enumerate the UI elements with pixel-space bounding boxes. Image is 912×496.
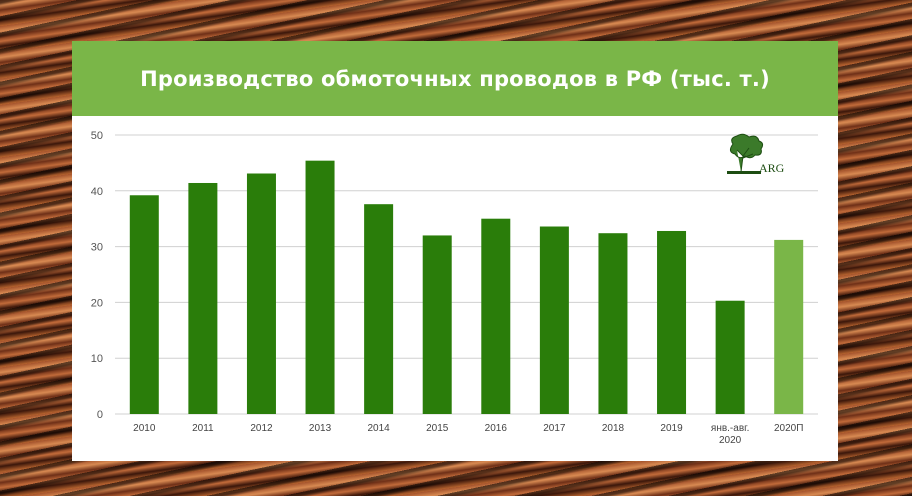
bar	[364, 204, 394, 414]
x-tick-label: 2012	[250, 423, 273, 434]
bar	[422, 235, 452, 414]
y-tick-label: 20	[91, 297, 103, 309]
x-tick-label-line: 2019	[660, 423, 683, 434]
bars	[129, 160, 804, 414]
x-tick-label-line: 2012	[250, 423, 273, 434]
y-tick-label: 10	[91, 353, 103, 365]
title-bar: Производство обмоточных проводов в РФ (т…	[72, 41, 838, 116]
x-tick-label: 2011	[192, 423, 214, 434]
x-tick-label-line: 2020	[719, 435, 742, 446]
bar	[774, 239, 804, 414]
x-tick-label: 2017	[543, 423, 566, 434]
logo-ground	[727, 171, 761, 174]
grid-lines	[115, 134, 818, 415]
x-tick-label: 2020П	[774, 423, 803, 434]
y-axis-ticks: 0 10 20 30 40 50	[91, 130, 103, 421]
y-tick-label: 0	[97, 409, 103, 421]
y-tick-label: 30	[91, 242, 103, 254]
y-tick-label: 50	[91, 130, 103, 142]
x-tick-label-line: 2016	[485, 423, 508, 434]
bar	[598, 233, 628, 414]
chart-panel: Производство обмоточных проводов в РФ (т…	[72, 41, 838, 461]
x-tick-label: 2016	[485, 423, 508, 434]
bar	[129, 195, 159, 414]
x-axis-ticks: 2010 2011 2012 2013 2014 2015 2016 2017 2018 2019…	[133, 423, 803, 446]
x-tick-label-line: янв.-авг.	[711, 423, 749, 434]
x-tick-label-line: 2010	[133, 423, 156, 434]
bar	[305, 160, 335, 414]
x-tick-label: 2014	[368, 423, 391, 434]
x-tick-label: 2010	[133, 423, 156, 434]
x-tick-label-line: 2015	[426, 423, 449, 434]
x-tick-label-line: 2020П	[774, 423, 803, 434]
logo-text: ARG	[759, 161, 785, 175]
bar	[657, 230, 687, 414]
x-tick-label-line: 2013	[309, 423, 332, 434]
arg-logo: ARG	[727, 133, 785, 175]
chart-title: Производство обмоточных проводов в РФ (т…	[140, 66, 770, 91]
x-tick-label: янв.-авг. 2020	[711, 423, 749, 446]
bar	[539, 226, 569, 414]
x-tick-label: 2013	[309, 423, 332, 434]
x-tick-label: 2019	[660, 423, 683, 434]
x-tick-label-line: 2011	[192, 423, 214, 434]
bar	[188, 182, 218, 414]
x-tick-label: 2015	[426, 423, 449, 434]
x-tick-label-line: 2017	[543, 423, 566, 434]
bar	[715, 300, 745, 414]
y-tick-label: 40	[91, 186, 103, 198]
x-tick-label: 2018	[602, 423, 625, 434]
tree-icon	[729, 133, 764, 173]
bar	[481, 218, 511, 414]
x-tick-label-line: 2014	[368, 423, 391, 434]
bar	[246, 173, 276, 414]
x-tick-label-line: 2018	[602, 423, 625, 434]
